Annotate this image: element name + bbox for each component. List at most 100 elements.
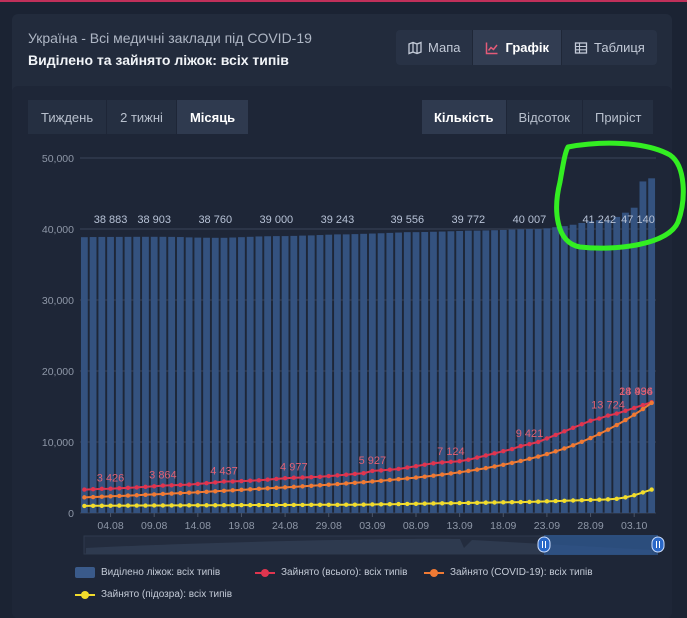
- series-point: [195, 481, 201, 487]
- bar-data-label: 39 772: [452, 214, 486, 226]
- y-tick-label: 10,000: [42, 437, 74, 449]
- series-point: [474, 455, 480, 460]
- series-point: [125, 485, 131, 491]
- legend-label-covid: Зайнято (COVID-19): всіх типів: [450, 567, 593, 578]
- bar: [124, 236, 132, 513]
- navigator-selection: [544, 535, 658, 555]
- bar-data-label: 38 883: [94, 214, 128, 226]
- series-point: [160, 491, 166, 497]
- series-point: [378, 502, 384, 507]
- series-point: [143, 503, 148, 508]
- series-point: [143, 492, 148, 498]
- series-point: [186, 482, 192, 487]
- tab-week[interactable]: Тиждень: [28, 100, 108, 134]
- bar: [150, 236, 158, 513]
- series-point: [90, 494, 96, 500]
- x-tick-label: 28.09: [577, 520, 603, 532]
- tab-growth[interactable]: Приріст: [582, 100, 655, 134]
- bar: [185, 237, 193, 514]
- series-point: [82, 503, 87, 509]
- series-point: [483, 500, 489, 505]
- series-point: [448, 459, 454, 465]
- series-point: [178, 490, 183, 496]
- tab-chart-label: Графік: [505, 40, 550, 55]
- series-point: [213, 489, 218, 494]
- series-point: [160, 483, 166, 488]
- series-point: [597, 416, 602, 421]
- bar: [194, 237, 202, 513]
- series-point: [527, 456, 532, 462]
- series-point: [247, 502, 253, 508]
- tab-count[interactable]: Кількість: [422, 100, 507, 134]
- bar: [412, 232, 420, 513]
- series-point: [457, 500, 462, 506]
- legend-swatch-total: [255, 568, 275, 577]
- tab-table[interactable]: Таблиця: [562, 30, 657, 65]
- series-point: [518, 499, 523, 505]
- line-data-label: 3 426: [97, 473, 125, 485]
- legend-item-occupied-suspected[interactable]: Зайнято (підозра): всіх типів: [75, 589, 232, 600]
- series-point: [570, 498, 576, 503]
- series-point: [361, 479, 366, 485]
- series-point: [361, 471, 366, 476]
- series-point: [562, 429, 567, 434]
- series-point: [239, 502, 244, 508]
- series-point: [535, 499, 541, 504]
- bar-data-label: 47 140: [621, 214, 655, 226]
- window-top-edge: [0, 0, 687, 2]
- tab-chart[interactable]: Графік: [473, 30, 563, 65]
- series-point: [117, 503, 122, 508]
- bar-data-label: 41 242: [582, 214, 616, 226]
- series-point: [343, 481, 349, 486]
- series-point: [151, 503, 157, 508]
- series-point: [492, 451, 497, 456]
- series-point: [474, 467, 480, 472]
- series-point: [317, 474, 323, 479]
- bar: [342, 234, 350, 513]
- series-point: [588, 435, 593, 441]
- series-point: [396, 501, 401, 507]
- bar: [430, 231, 437, 514]
- bar: [569, 224, 577, 514]
- series-point: [579, 498, 585, 503]
- series-point: [631, 405, 637, 411]
- line-data-label: 18 494: [619, 386, 653, 398]
- series-point: [640, 490, 646, 495]
- series-point: [413, 501, 419, 506]
- series-point: [230, 488, 235, 493]
- tab-map[interactable]: Мапа: [396, 30, 474, 65]
- tab-two-weeks[interactable]: 2 тижні: [107, 100, 177, 134]
- series-point: [117, 486, 122, 491]
- bar: [447, 231, 455, 513]
- series-point: [204, 503, 209, 508]
- series-point: [99, 486, 105, 492]
- annotation-circle: [554, 140, 686, 251]
- series-point: [422, 462, 427, 467]
- series-point: [204, 489, 209, 495]
- tab-month[interactable]: Місяць: [176, 100, 250, 134]
- series-point: [378, 478, 384, 483]
- tab-map-label: Мапа: [428, 40, 461, 55]
- series-point: [143, 484, 148, 490]
- series-point: [623, 495, 628, 500]
- bar: [229, 237, 237, 513]
- legend-item-occupied-covid[interactable]: Зайнято (COVID-19): всіх типів: [424, 567, 593, 578]
- series-point: [588, 418, 593, 423]
- x-tick-label: 24.08: [272, 520, 298, 532]
- tab-percent[interactable]: Відсоток: [506, 100, 583, 134]
- legend-item-allocated[interactable]: Виділено ліжок: всіх типів: [75, 567, 220, 578]
- series-point: [90, 487, 96, 492]
- series-point: [535, 439, 541, 445]
- x-tick-label: 03.09: [359, 520, 385, 532]
- series-point: [614, 496, 619, 501]
- series-point: [178, 503, 183, 508]
- legend-item-occupied-total[interactable]: Зайнято (всього): всіх типів: [255, 567, 407, 578]
- y-tick-label: 20,000: [42, 366, 74, 378]
- legend-swatch-bar: [75, 567, 95, 578]
- series-point: [282, 502, 288, 508]
- series-point: [439, 460, 445, 465]
- region-subtitle: Україна - Всі медичні заклади під COVID-…: [28, 30, 312, 46]
- line-data-label: 24 936: [619, 386, 653, 398]
- x-tick-label: 14.08: [185, 520, 211, 532]
- series-point: [274, 502, 279, 508]
